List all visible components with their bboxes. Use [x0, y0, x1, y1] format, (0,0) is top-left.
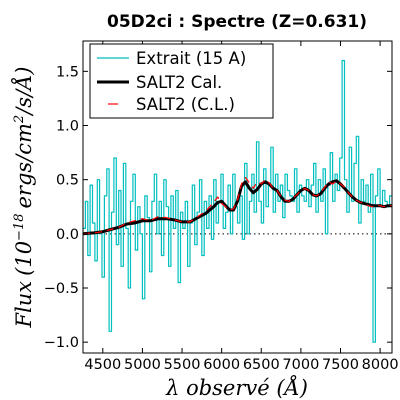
y-tick-label: 0.5: [56, 173, 79, 189]
legend-label-salt2-cal: SALT2 Cal.: [136, 73, 222, 92]
y-tick-label: −0.5: [44, 281, 79, 297]
y-axis-label-units-exp: 2: [12, 115, 27, 124]
series-line-2: [83, 176, 392, 235]
chart-title: 05D2ci : Spectre (Z=0.631): [107, 12, 367, 32]
y-axis-label-base: (10: [12, 241, 36, 276]
x-tick-label: 8000: [362, 357, 399, 373]
x-tick-label: 5000: [124, 357, 161, 373]
y-axis-label: Flux (10−18 ergs/cm2/s/Å): [11, 66, 36, 328]
x-tick-labels: 4500 5000 5500 6000 6500 7000 7500 8000: [84, 357, 398, 373]
y-tick-labels: −1.0 −0.5 0.0 0.5 1.0 1.5: [44, 64, 79, 351]
legend-label-salt2-cl: SALT2 (C.L.): [136, 95, 235, 114]
y-tick-label: 1.0: [56, 119, 79, 135]
y-axis-label-exp: −18: [12, 214, 27, 241]
legend-label-extrait: Extrait (15 A): [136, 49, 246, 68]
x-tick-label: 7500: [322, 357, 359, 373]
plot-frame: [82, 40, 393, 354]
x-tick-label: 7000: [282, 357, 319, 373]
y-axis-label-units: ergs/cm: [12, 123, 36, 208]
legend: Extrait (15 A) SALT2 Cal. SALT2 (C.L.): [89, 43, 274, 119]
x-tick-label: 6500: [243, 357, 280, 373]
x-tick-label: 6000: [203, 357, 240, 373]
y-tick-label: 0.0: [56, 227, 79, 243]
series-line-0: [83, 59, 392, 343]
y-tick-label: 1.5: [56, 64, 79, 80]
y-tick-label: −1.0: [44, 335, 79, 351]
x-tick-label: 5500: [164, 357, 201, 373]
y-axis-label-name: Flux: [12, 281, 36, 329]
x-tick-label: 4500: [84, 357, 121, 373]
y-axis-label-units-tail: /s/Å): [11, 66, 36, 116]
x-axis-label: λ observé (Å): [165, 375, 308, 400]
series-layer: [83, 59, 392, 343]
